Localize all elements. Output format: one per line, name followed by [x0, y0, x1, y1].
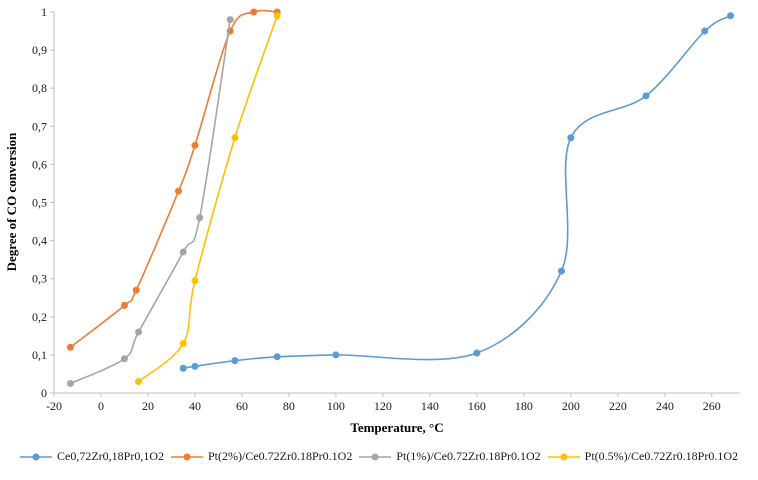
data-point-marker: [642, 92, 650, 100]
plot-area: -20 0 20 40 60 80 100 120 140 160 180 200 220 240 2600…: [4, 5, 740, 435]
data-point-marker: [179, 339, 187, 347]
data-point-marker: [191, 277, 199, 285]
x-tick-label: 260: [703, 399, 721, 413]
x-tick-label: 80: [283, 399, 295, 413]
x-tick-label: 20: [142, 399, 154, 413]
y-tick-label: 0,6: [32, 157, 47, 171]
y-axis-title: Degree of CO conversion: [4, 132, 19, 272]
data-point-marker: [179, 364, 187, 372]
x-tick-label: 160: [468, 399, 486, 413]
y-tick-label: 1: [41, 5, 47, 19]
data-point-marker: [231, 134, 239, 142]
plot-group: -20 0 20 40 60 80 100 120 140 160 180 200 220 240 2600…: [32, 5, 740, 413]
data-point-marker: [135, 328, 143, 336]
data-point-marker: [557, 267, 565, 275]
data-point-marker: [191, 141, 199, 149]
x-tick-label: 100: [327, 399, 345, 413]
x-tick-label: 220: [609, 399, 627, 413]
data-point-marker: [66, 343, 74, 351]
data-point-marker: [473, 349, 481, 357]
x-tick-label: 240: [656, 399, 674, 413]
x-tick-label: 0: [98, 399, 104, 413]
legend-item: Ce0,72Zr0,18Pr0,1O2: [20, 449, 164, 464]
legend-label: Pt(0.5%)/Ce0.72Zr0.18Pr0.1O2: [584, 449, 738, 463]
x-tick-label: 120: [374, 399, 392, 413]
y-tick-label: 0: [41, 386, 47, 400]
data-point-marker: [120, 301, 128, 309]
legend-line-marker-icon: [171, 453, 203, 460]
data-point-marker: [196, 214, 204, 222]
legend-item: Pt(0.5%)/Ce0.72Zr0.18Pr0.1O2: [547, 449, 738, 464]
data-point-marker: [179, 248, 187, 256]
data-point-marker: [135, 378, 143, 386]
legend-line-marker-icon: [547, 453, 580, 460]
legend-line-marker-icon: [359, 453, 392, 460]
legend-label: Ce0,72Zr0,18Pr0,1O2: [57, 449, 164, 463]
y-tick-label: 0,7: [32, 119, 47, 133]
data-point-marker: [175, 187, 183, 195]
legend-line-marker-icon: [20, 453, 52, 460]
data-point-marker: [66, 379, 74, 387]
series-line-1: [69, 9, 278, 349]
y-tick-label: 0,4: [32, 234, 47, 248]
data-point-marker: [226, 16, 234, 24]
data-point-marker: [701, 27, 709, 35]
y-tick-label: 0,8: [32, 81, 47, 95]
x-tick-label: 200: [562, 399, 580, 413]
legend-label: Pt(2%)/Ce0.72Zr0.18Pr0.1O2: [208, 449, 353, 463]
legend-item: Pt(1%)/Ce0.72Zr0.18Pr0.1O2: [359, 449, 541, 464]
data-point-marker: [120, 355, 128, 363]
legend: Ce0,72Zr0,18Pr0,1O2 Pt(2%)/Ce0.72Zr0.18Pr…: [0, 449, 758, 464]
legend-item: Pt(2%)/Ce0.72Zr0.18Pr0.1O2: [171, 449, 352, 464]
x-tick-label: -20: [46, 399, 62, 413]
data-point-marker: [273, 353, 281, 361]
x-tick-label: 40: [189, 399, 201, 413]
data-point-marker: [250, 8, 258, 16]
data-point-marker: [727, 12, 735, 20]
y-tick-label: 0,9: [32, 43, 47, 57]
series-line-3: [137, 15, 278, 383]
data-point-marker: [191, 362, 199, 370]
x-tick-label: 140: [421, 399, 439, 413]
data-point-marker: [132, 286, 140, 294]
y-tick-label: 0,1: [32, 348, 47, 362]
series-line-0: [182, 15, 732, 370]
x-tick-label: 180: [515, 399, 533, 413]
data-point-marker: [332, 351, 340, 359]
data-point-marker: [231, 357, 239, 365]
data-point-marker: [567, 134, 575, 142]
x-tick-label: 60: [236, 399, 248, 413]
legend-label: Pt(1%)/Ce0.72Zr0.18Pr0.1O2: [396, 449, 541, 463]
data-point-marker: [273, 12, 281, 20]
y-tick-label: 0,2: [32, 310, 47, 324]
y-tick-label: 0,5: [32, 196, 47, 210]
x-axis-title: Temperature, °C: [350, 420, 443, 435]
y-tick-label: 0,3: [32, 272, 47, 286]
